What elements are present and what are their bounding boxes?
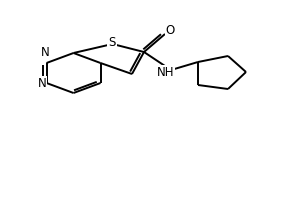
- Text: N: N: [38, 77, 46, 90]
- Text: N: N: [41, 46, 50, 60]
- Text: NH: NH: [157, 66, 174, 79]
- Text: O: O: [166, 24, 175, 38]
- Text: S: S: [108, 36, 116, 48]
